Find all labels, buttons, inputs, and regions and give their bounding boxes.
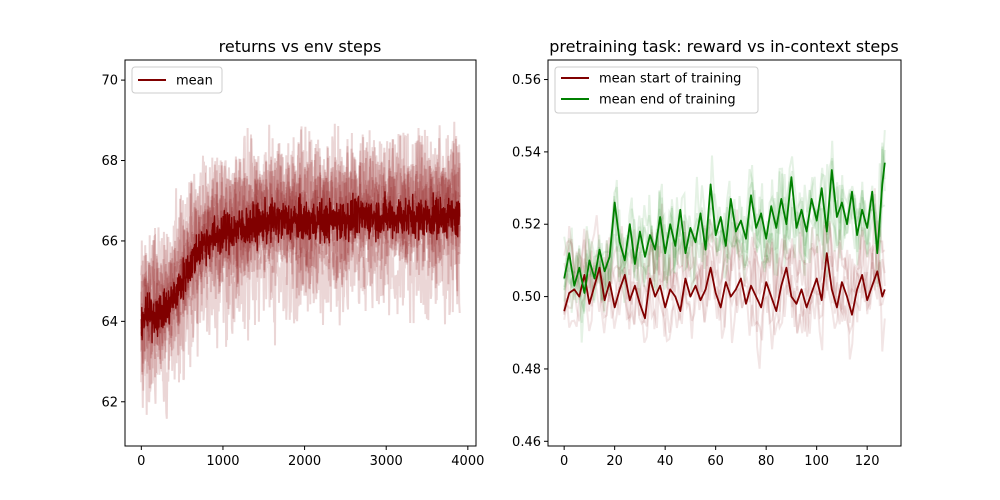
x-tick-label: 1000	[206, 454, 239, 469]
y-tick-label: 0.54	[512, 145, 541, 160]
run-trace	[563, 156, 886, 301]
legend-box	[131, 66, 223, 94]
pretraining-chart: pretraining task: reward vs in-context s…	[512, 37, 902, 469]
legend-label-start: mean start of training	[599, 72, 741, 87]
y-tick-label: 0.56	[512, 73, 541, 88]
x-tick-label: 4000	[451, 454, 484, 469]
run-trace	[563, 224, 886, 323]
y-tick-label: 0.52	[512, 218, 541, 233]
series-line	[563, 252, 886, 320]
y-axis: 62 64 66 68 70	[101, 74, 125, 410]
run-trace	[563, 140, 886, 313]
run-trace	[140, 125, 461, 364]
axes-frame	[547, 59, 902, 447]
chart-title: returns vs env steps	[219, 37, 382, 56]
legend: mean	[131, 66, 223, 94]
x-tick-label: 3000	[370, 454, 403, 469]
x-tick-label: 0	[137, 454, 145, 469]
series-line	[140, 191, 461, 344]
x-tick-label: 80	[758, 454, 775, 469]
run-trace	[563, 221, 886, 333]
y-tick-label: 66	[101, 234, 118, 249]
y-tick-label: 70	[101, 74, 118, 89]
axes-frame	[124, 59, 477, 447]
legend: mean start of training mean end of train…	[554, 66, 759, 114]
x-tick-label: 2000	[288, 454, 321, 469]
y-tick-label: 0.48	[512, 362, 541, 377]
series-lines	[563, 162, 886, 320]
y-tick-label: 0.50	[512, 290, 541, 305]
chart-title: pretraining task: reward vs in-context s…	[549, 37, 899, 56]
run-trace	[563, 215, 886, 323]
run-trace	[563, 146, 886, 303]
x-tick-label: 120	[855, 454, 880, 469]
legend-label-mean: mean	[176, 74, 213, 89]
x-tick-label: 100	[804, 454, 829, 469]
legend-label-end: mean end of training	[599, 93, 736, 108]
y-tick-label: 62	[101, 395, 118, 410]
y-axis: 0.46 0.48 0.50 0.52 0.54 0.56	[512, 73, 548, 450]
x-tick-label: 60	[707, 454, 724, 469]
y-tick-label: 68	[101, 154, 118, 169]
series-lines	[140, 191, 461, 344]
x-axis: 0 1000 2000 3000 4000	[137, 446, 484, 469]
y-tick-label: 0.46	[512, 435, 541, 450]
y-tick-label: 64	[101, 315, 118, 330]
legend-box	[554, 66, 759, 114]
x-tick-label: 0	[560, 454, 568, 469]
series-line	[563, 162, 886, 294]
x-axis: 0 20 40 60 80 100 120	[560, 446, 880, 469]
x-tick-label: 20	[606, 454, 623, 469]
x-tick-label: 40	[657, 454, 674, 469]
returns-chart: returns vs env steps 0 1000 2000 3000 4000 6…	[101, 37, 484, 469]
